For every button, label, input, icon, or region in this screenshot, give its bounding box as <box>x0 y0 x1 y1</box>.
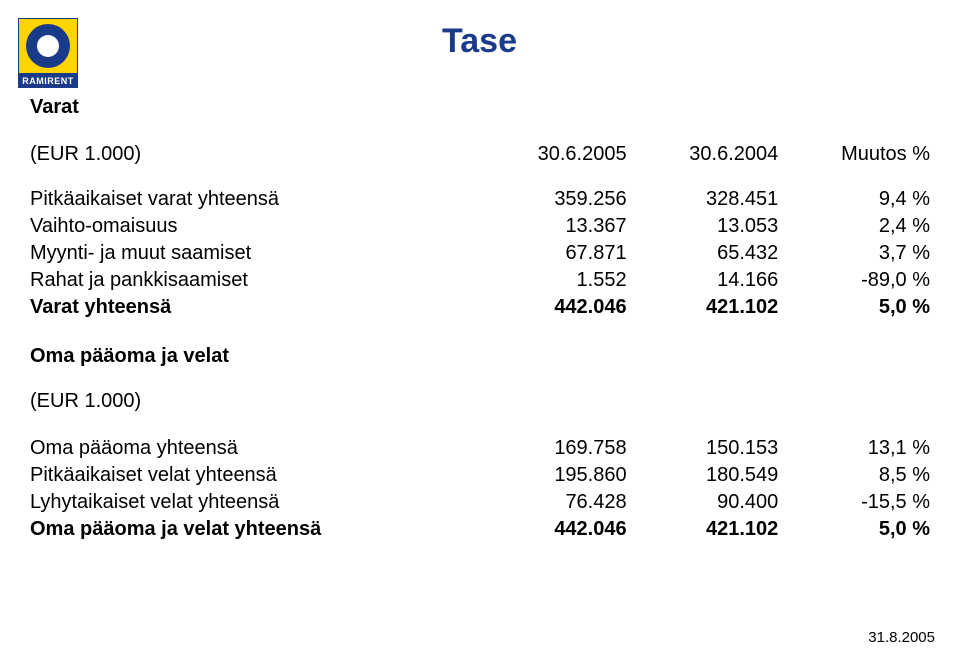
section2-subheader: (EUR 1.000) <box>30 390 930 413</box>
table-row: Oma pääoma ja velat yhteensä442.046421.1… <box>30 516 930 543</box>
row-col-c: 13,1 % <box>778 435 930 462</box>
row-col-c: -15,5 % <box>778 489 930 516</box>
row-col-b: 421.102 <box>627 294 779 321</box>
row-col-b: 90.400 <box>627 489 779 516</box>
table-row: Rahat ja pankkisaamiset1.55214.166-89,0 … <box>30 267 930 294</box>
row-col-a: 13.367 <box>475 213 627 240</box>
row-col-a: 169.758 <box>475 435 627 462</box>
section1-heading: Varat <box>30 96 930 119</box>
row-col-b: 421.102 <box>627 516 779 543</box>
row-col-a: 195.860 <box>475 462 627 489</box>
row-col-b: 328.451 <box>627 186 779 213</box>
row-col-a: 67.871 <box>475 240 627 267</box>
row-col-c: 5,0 % <box>778 516 930 543</box>
page-title: Tase <box>0 22 959 61</box>
row-col-c: 8,5 % <box>778 462 930 489</box>
row-col-b: 150.153 <box>627 435 779 462</box>
row-col-c: -89,0 % <box>778 267 930 294</box>
footer-date: 31.8.2005 <box>868 629 935 646</box>
section2-heading: Oma pääoma ja velat <box>30 345 930 368</box>
spacer-row <box>30 168 930 186</box>
section2-table: Oma pääoma yhteensä169.758150.15313,1 %P… <box>30 435 930 543</box>
row-col-b: 13.053 <box>627 213 779 240</box>
row-label: Oma pääoma ja velat yhteensä <box>30 516 475 543</box>
row-label: Vaihto-omaisuus <box>30 213 475 240</box>
table-row: Myynti- ja muut saamiset67.87165.4323,7 … <box>30 240 930 267</box>
row-col-a: 442.046 <box>475 516 627 543</box>
section1-header-label: (EUR 1.000) <box>30 141 475 168</box>
table-row: Oma pääoma yhteensä169.758150.15313,1 % <box>30 435 930 462</box>
row-label: Oma pääoma yhteensä <box>30 435 475 462</box>
row-label: Lyhytaikaiset velat yhteensä <box>30 489 475 516</box>
row-col-c: 2,4 % <box>778 213 930 240</box>
section1-header-row: (EUR 1.000) 30.6.2005 30.6.2004 Muutos % <box>30 141 930 168</box>
row-col-b: 65.432 <box>627 240 779 267</box>
content: Varat (EUR 1.000) 30.6.2005 30.6.2004 Mu… <box>30 96 930 543</box>
row-label: Varat yhteensä <box>30 294 475 321</box>
row-label: Pitkäaikaiset velat yhteensä <box>30 462 475 489</box>
section1-header-colC: Muutos % <box>778 141 930 168</box>
table-row: Varat yhteensä442.046421.1025,0 % <box>30 294 930 321</box>
row-label: Myynti- ja muut saamiset <box>30 240 475 267</box>
section1-header-colB: 30.6.2004 <box>627 141 779 168</box>
table-row: Lyhytaikaiset velat yhteensä76.42890.400… <box>30 489 930 516</box>
section1-table: (EUR 1.000) 30.6.2005 30.6.2004 Muutos %… <box>30 141 930 321</box>
row-col-b: 14.166 <box>627 267 779 294</box>
logo-brand-text: RAMIRENT <box>18 74 78 88</box>
table-row: Vaihto-omaisuus13.36713.0532,4 % <box>30 213 930 240</box>
row-col-b: 180.549 <box>627 462 779 489</box>
row-col-a: 359.256 <box>475 186 627 213</box>
table-row: Pitkäaikaiset varat yhteensä359.256328.4… <box>30 186 930 213</box>
row-col-c: 9,4 % <box>778 186 930 213</box>
table-row: Pitkäaikaiset velat yhteensä195.860180.5… <box>30 462 930 489</box>
row-label: Pitkäaikaiset varat yhteensä <box>30 186 475 213</box>
row-col-a: 1.552 <box>475 267 627 294</box>
row-col-a: 442.046 <box>475 294 627 321</box>
row-col-c: 3,7 % <box>778 240 930 267</box>
row-col-c: 5,0 % <box>778 294 930 321</box>
row-label: Rahat ja pankkisaamiset <box>30 267 475 294</box>
row-col-a: 76.428 <box>475 489 627 516</box>
section1-header-colA: 30.6.2005 <box>475 141 627 168</box>
